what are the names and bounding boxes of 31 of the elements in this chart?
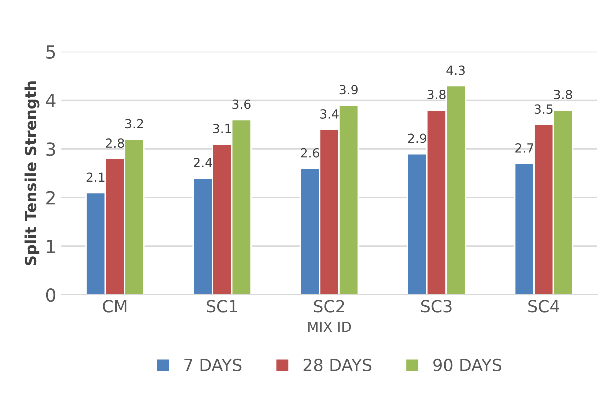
y-tick-label: 1 <box>47 240 56 254</box>
x-tick-label: SC2 <box>314 300 344 313</box>
legend-label: 7 DAYS <box>184 358 242 372</box>
data-label: 4.3 <box>446 66 465 76</box>
data-label: 2.4 <box>194 158 212 168</box>
x-axis-title: MIX ID <box>308 322 352 332</box>
data-label: 3.6 <box>232 100 251 110</box>
x-tick-label: SC3 <box>421 300 452 313</box>
y-tick-label: 4 <box>46 94 56 108</box>
y-tick-label: 5 <box>46 46 56 60</box>
y-axis-title: Split Tensile Strength <box>24 82 40 266</box>
data-label: 3.4 <box>320 109 339 119</box>
data-label: 3.1 <box>213 124 232 134</box>
data-label: 3.2 <box>126 119 144 129</box>
x-tick-label: CM <box>103 300 127 313</box>
data-label: 3.5 <box>534 104 553 114</box>
data-label: 3.8 <box>554 90 572 100</box>
data-label: 3.9 <box>340 85 358 95</box>
data-label: 3.8 <box>428 90 446 100</box>
data-label: 2.8 <box>106 138 124 148</box>
data-label: 2.7 <box>516 144 534 153</box>
data-label: 2.1 <box>86 172 105 182</box>
x-tick-label: SC1 <box>207 300 238 313</box>
data-label: 2.6 <box>301 148 320 158</box>
x-tick-label: SC4 <box>528 300 560 313</box>
data-label: 2.9 <box>408 134 427 144</box>
y-tick-label: 3 <box>46 142 56 156</box>
legend-label: 90 DAYS <box>434 358 502 372</box>
legend-label: 28 DAYS <box>304 358 372 372</box>
y-tick-label: 0 <box>46 288 56 302</box>
y-tick-label: 2 <box>46 191 55 205</box>
